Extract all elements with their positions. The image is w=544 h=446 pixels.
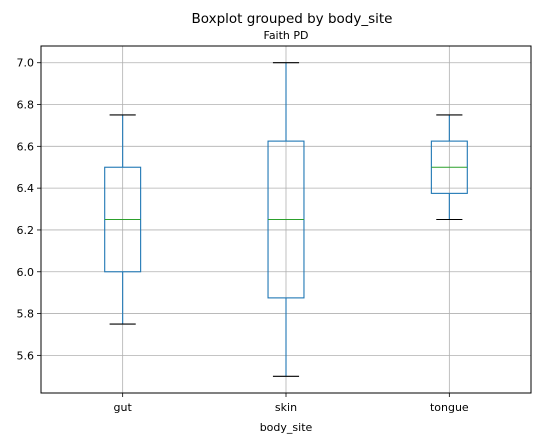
y-tick-label: 6.4 bbox=[17, 182, 35, 195]
y-tick-label: 5.6 bbox=[17, 349, 35, 362]
y-tick-label: 5.8 bbox=[17, 308, 35, 321]
box-skin bbox=[268, 63, 304, 377]
boxes bbox=[105, 63, 468, 377]
y-tick-label: 6.2 bbox=[17, 224, 35, 237]
y-tick-label: 6.8 bbox=[17, 99, 35, 112]
x-axis: gut skin tongue bbox=[114, 393, 469, 414]
x-axis-label: body_site bbox=[260, 421, 313, 434]
y-tick-label: 6.6 bbox=[17, 140, 35, 153]
x-tick-label: skin bbox=[275, 401, 297, 414]
y-axis: 5.6 5.8 6.0 6.2 6.4 6.6 6.8 7.0 bbox=[17, 57, 42, 363]
y-tick-label: 6.0 bbox=[17, 266, 35, 279]
y-tick-label: 7.0 bbox=[17, 57, 35, 70]
x-tick-label: tongue bbox=[430, 401, 469, 414]
chart-title: Boxplot grouped by body_site bbox=[191, 11, 392, 27]
x-tick-label: gut bbox=[114, 401, 133, 414]
box-tongue bbox=[431, 115, 467, 220]
chart-subtitle: Faith PD bbox=[264, 29, 309, 42]
